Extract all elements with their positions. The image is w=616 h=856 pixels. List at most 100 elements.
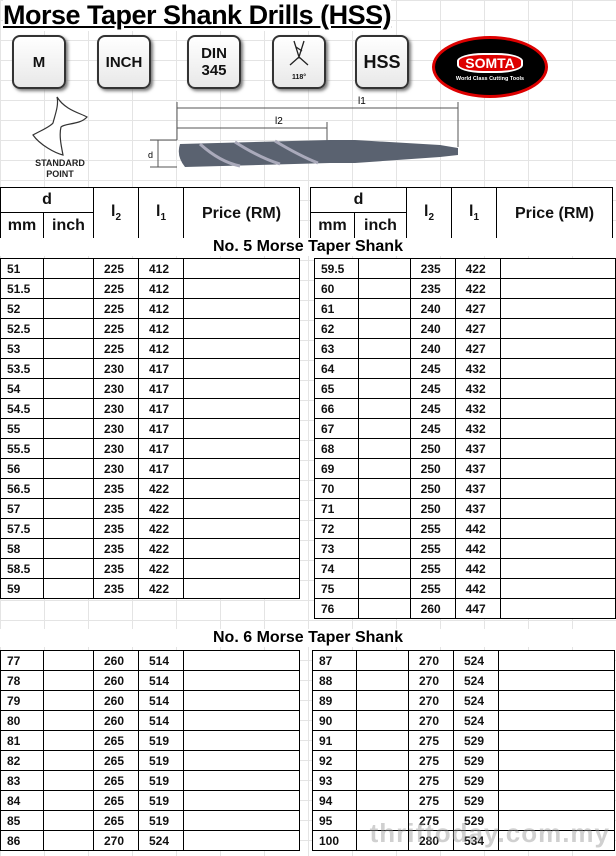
cell-mm: 87 xyxy=(312,650,357,671)
cell-price[interactable] xyxy=(183,498,300,519)
table-row: 77 260 514 xyxy=(0,650,300,671)
cell-price[interactable] xyxy=(183,810,300,831)
cell-price[interactable] xyxy=(499,598,616,619)
cell-price[interactable] xyxy=(498,670,615,691)
cell-l1: 412 xyxy=(138,278,184,299)
cell-price[interactable] xyxy=(499,338,616,359)
hss-label: HSS xyxy=(363,51,401,72)
cell-price[interactable] xyxy=(499,258,616,279)
table-row: 75 255 442 xyxy=(314,578,616,599)
cell-price[interactable] xyxy=(183,578,300,599)
cell-mm: 81 xyxy=(0,730,44,751)
cell-price[interactable] xyxy=(498,690,615,711)
cell-price[interactable] xyxy=(498,770,615,791)
cell-l1: 519 xyxy=(138,750,184,771)
cell-price[interactable] xyxy=(183,478,300,499)
table-header: d l2 l1 Price (RM) mm inch xyxy=(0,187,300,240)
cell-l2: 265 xyxy=(93,730,139,751)
cell-price[interactable] xyxy=(183,518,300,539)
cell-mm: 64 xyxy=(314,358,359,379)
cell-price[interactable] xyxy=(499,278,616,299)
cell-price[interactable] xyxy=(183,770,300,791)
cell-l1: 422 xyxy=(138,518,184,539)
cell-mm: 71 xyxy=(314,498,359,519)
cell-price[interactable] xyxy=(183,650,300,671)
cell-price[interactable] xyxy=(498,650,615,671)
cell-mm: 100 xyxy=(312,830,357,851)
cell-price[interactable] xyxy=(499,298,616,319)
cell-price[interactable] xyxy=(183,538,300,559)
cell-price[interactable] xyxy=(183,258,300,279)
cell-price[interactable] xyxy=(183,830,300,851)
cell-l2: 265 xyxy=(93,750,139,771)
cell-price[interactable] xyxy=(499,358,616,379)
cell-price[interactable] xyxy=(498,750,615,771)
cell-price[interactable] xyxy=(183,730,300,751)
cell-price[interactable] xyxy=(183,750,300,771)
cell-l2: 275 xyxy=(408,790,454,811)
cell-mm: 57 xyxy=(0,498,44,519)
cell-price[interactable] xyxy=(499,578,616,599)
cell-price[interactable] xyxy=(183,710,300,731)
cell-price[interactable] xyxy=(183,670,300,691)
cell-mm: 52 xyxy=(0,298,44,319)
cell-inch xyxy=(357,358,411,379)
table-row: 51.5 225 412 xyxy=(0,278,300,299)
cell-price[interactable] xyxy=(183,418,300,439)
drill-point-icon xyxy=(289,40,309,65)
cell-inch xyxy=(356,710,409,731)
cell-inch xyxy=(357,598,411,619)
logo-brand: SOMTA xyxy=(457,52,523,73)
cell-price[interactable] xyxy=(499,378,616,399)
cell-price[interactable] xyxy=(183,278,300,299)
cell-price[interactable] xyxy=(183,790,300,811)
table-header: d l2 l1 Price (RM) mm inch xyxy=(310,187,613,240)
cell-price[interactable] xyxy=(183,558,300,579)
table-row: 56.5 235 422 xyxy=(0,478,300,499)
cell-price[interactable] xyxy=(183,690,300,711)
cell-price[interactable] xyxy=(499,498,616,519)
cell-l1: 417 xyxy=(138,358,184,379)
cell-mm: 84 xyxy=(0,790,44,811)
table-row: 68 250 437 xyxy=(314,438,616,459)
cell-price[interactable] xyxy=(183,458,300,479)
cell-price[interactable] xyxy=(499,318,616,339)
cell-price[interactable] xyxy=(499,538,616,559)
cell-price[interactable] xyxy=(499,438,616,459)
cell-price[interactable] xyxy=(183,318,300,339)
header-l1: l1 xyxy=(451,187,497,240)
cell-price[interactable] xyxy=(183,358,300,379)
cell-mm: 56.5 xyxy=(0,478,44,499)
cell-price[interactable] xyxy=(498,710,615,731)
cell-mm: 62 xyxy=(314,318,359,339)
header-price: Price (RM) xyxy=(183,187,300,240)
cell-l2: 280 xyxy=(408,830,454,851)
din-badge: DIN 345 xyxy=(187,35,241,89)
cell-inch xyxy=(43,278,94,299)
table-row: 83 265 519 xyxy=(0,770,300,791)
cell-price[interactable] xyxy=(499,458,616,479)
cell-price[interactable] xyxy=(183,378,300,399)
cell-price[interactable] xyxy=(498,790,615,811)
table-row: 53.5 230 417 xyxy=(0,358,300,379)
cell-price[interactable] xyxy=(499,558,616,579)
cell-price[interactable] xyxy=(499,418,616,439)
cell-price[interactable] xyxy=(498,730,615,751)
table-row: 72 255 442 xyxy=(314,518,616,539)
cell-inch xyxy=(356,790,409,811)
cell-l2: 275 xyxy=(408,730,454,751)
cell-price[interactable] xyxy=(499,518,616,539)
cell-price[interactable] xyxy=(183,438,300,459)
cell-price[interactable] xyxy=(499,398,616,419)
header-l2: l2 xyxy=(93,187,139,240)
cell-inch xyxy=(43,338,94,359)
cell-price[interactable] xyxy=(498,830,615,851)
table-row: 65 245 432 xyxy=(314,378,616,399)
cell-price[interactable] xyxy=(183,338,300,359)
cell-l1: 412 xyxy=(138,258,184,279)
cell-inch xyxy=(356,750,409,771)
cell-price[interactable] xyxy=(183,298,300,319)
cell-inch xyxy=(357,518,411,539)
cell-price[interactable] xyxy=(499,478,616,499)
cell-price[interactable] xyxy=(183,398,300,419)
